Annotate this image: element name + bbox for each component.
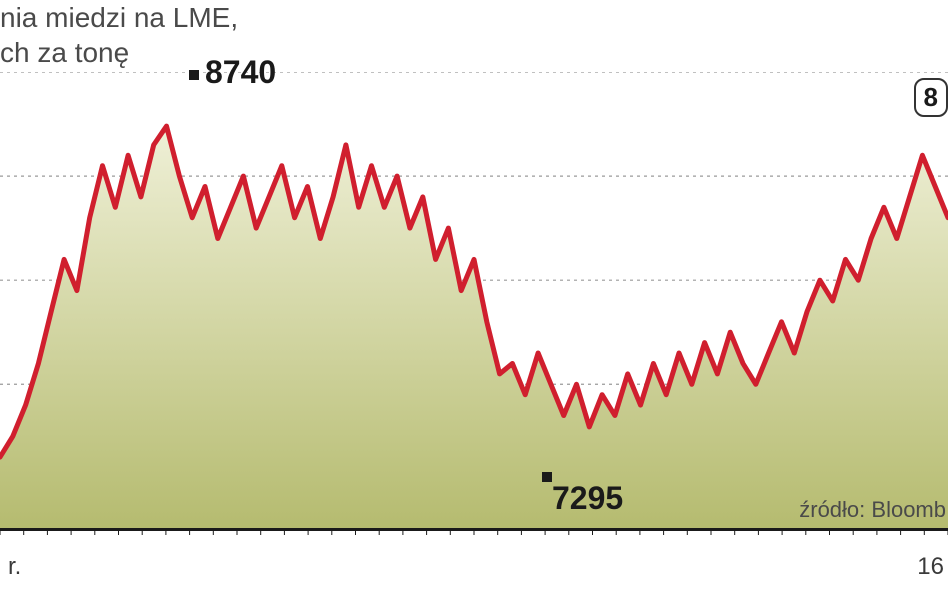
high-marker [189, 70, 199, 80]
chart-container: nia miedzi na LME, ch za tonę 8740 7295 … [0, 0, 948, 593]
x-tick-right: 16 [917, 553, 944, 581]
end-value-badge: 8 [914, 78, 948, 117]
chart-title-line1: nia miedzi na LME, [0, 0, 238, 35]
plot-area [0, 72, 948, 530]
source-label: źródło: Bloomb [799, 497, 946, 523]
low-marker [542, 472, 552, 482]
low-annotation: 7295 [552, 480, 623, 517]
chart-svg [0, 72, 948, 538]
x-tick-left: r. [8, 553, 21, 581]
high-annotation: 8740 [205, 54, 276, 91]
chart-title: nia miedzi na LME, ch za tonę [0, 0, 238, 70]
chart-title-line2: ch za tonę [0, 35, 238, 70]
